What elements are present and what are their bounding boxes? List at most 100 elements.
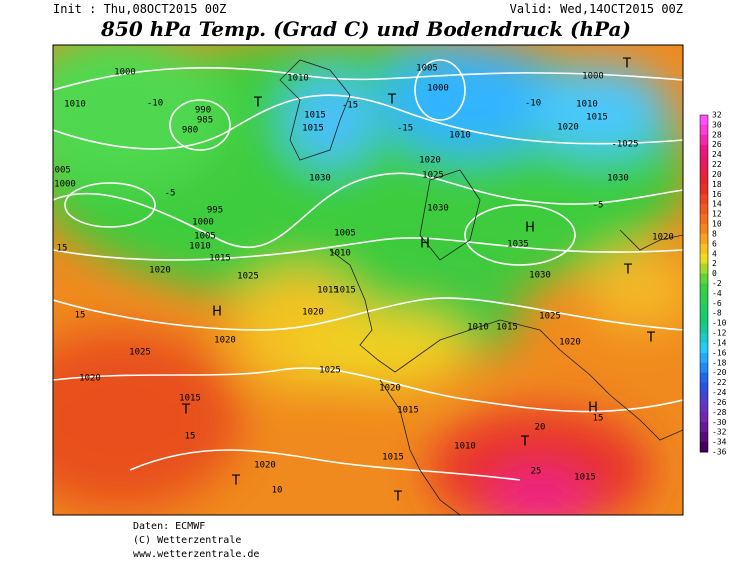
contour-label: 1025: [539, 312, 561, 322]
colorbar-swatch: [700, 144, 708, 156]
colorbar-label: -4: [712, 289, 722, 298]
colorbar-label: 10: [712, 220, 722, 229]
contour-label: 1000: [114, 68, 136, 78]
contour-label: 1015: [382, 453, 404, 463]
colorbar-swatch: [700, 333, 708, 344]
colorbar-swatch: [700, 382, 708, 394]
contour-label: 1020: [652, 233, 674, 243]
colorbar-swatch: [700, 194, 708, 205]
colorbar-label: -6: [712, 299, 722, 308]
colorbar-label: -22: [712, 378, 727, 387]
colorbar-swatch: [700, 115, 708, 126]
contour-label: 1035: [507, 240, 529, 250]
colorbar-label: 4: [712, 249, 717, 258]
contour-label: -10: [147, 99, 163, 109]
colorbar-label: -12: [712, 329, 727, 338]
colorbar: 32302826242220181614121086420-2-4-6-8-10…: [699, 111, 727, 457]
colorbar-label: -2: [712, 279, 722, 288]
colorbar-frame: [699, 114, 709, 453]
footer-line: (C) Wetterzentrale: [133, 535, 241, 546]
contour-label: 1010: [467, 323, 489, 333]
contour-label: -1025: [611, 140, 638, 150]
contour-label: 985: [197, 116, 213, 126]
colorbar-swatch: [700, 392, 708, 403]
contour-label: 1010: [64, 100, 86, 110]
contour-label: 1015: [302, 124, 324, 134]
colorbar-label: -34: [712, 438, 727, 447]
colorbar-swatch: [700, 323, 708, 334]
contour-label: 1000: [582, 72, 604, 82]
colorbar-swatch: [700, 303, 708, 314]
contour-label: 1025: [422, 171, 444, 181]
contour-label: 1020: [557, 123, 579, 133]
colorbar-label: 14: [712, 200, 722, 209]
contour-label: 1005: [334, 229, 356, 239]
colorbar-label: 2: [712, 259, 717, 268]
colorbar-swatch: [700, 293, 708, 304]
contour-label: 1030: [607, 174, 629, 184]
contour-label: 1030: [427, 204, 449, 214]
contour-label: 995: [207, 206, 223, 216]
colorbar-label: 6: [712, 239, 717, 248]
colorbar-label: 16: [712, 190, 722, 199]
colorbar-swatch: [700, 164, 708, 175]
pressure-center: H: [420, 237, 430, 252]
pressure-center: T: [387, 93, 396, 108]
pressure-center: H: [525, 221, 535, 236]
colorbar-swatch: [700, 313, 708, 324]
contour-label: -15: [342, 101, 358, 111]
contour-label: -10: [525, 99, 541, 109]
contour-label: 1020: [214, 336, 236, 346]
contour-label: 1015: [317, 286, 339, 296]
colorbar-label: -30: [712, 418, 727, 427]
colorbar-label: 8: [712, 229, 717, 238]
contour-label: 15: [75, 311, 86, 321]
pressure-center: T: [622, 57, 631, 72]
colorbar-swatch: [700, 124, 708, 136]
contour-label: 1020: [419, 156, 441, 166]
colorbar-swatch: [700, 243, 708, 255]
contour-label: 990: [195, 106, 211, 116]
colorbar-swatch: [700, 204, 708, 215]
contour-label: 15: [185, 432, 196, 442]
colorbar-swatch: [700, 402, 708, 413]
pressure-center: T: [646, 331, 655, 346]
colorbar-label: -36: [712, 448, 727, 457]
contour-label: 1010: [329, 249, 351, 259]
colorbar-swatch: [700, 233, 708, 245]
colorbar-label: -32: [712, 428, 727, 437]
contour-label: 980: [182, 126, 198, 136]
colorbar-swatch: [700, 273, 708, 284]
contour-label: 1010: [189, 242, 211, 252]
contour-label: 1020: [302, 308, 324, 318]
contour-label: 1005: [194, 232, 216, 242]
init-label: Init : Thu,08OCT2015 00Z: [53, 2, 226, 16]
pressure-center: T: [181, 403, 190, 418]
footer-line: Daten: ECMWF: [133, 521, 205, 532]
contour-label: 1010: [454, 442, 476, 452]
colorbar-label: 28: [712, 130, 722, 139]
contour-label: 1000: [192, 218, 214, 228]
pressure-center: H: [212, 305, 222, 320]
contour-label: 1015: [586, 113, 608, 123]
map-frame: [52, 44, 684, 516]
contour-label: 25: [531, 467, 542, 477]
contour-label: 1030: [309, 174, 331, 184]
colorbar-label: 26: [712, 140, 722, 149]
colorbar-label: 30: [712, 120, 722, 129]
colorbar-label: -24: [712, 388, 727, 397]
contour-label: -5: [165, 189, 176, 199]
contour-label: 1020: [79, 374, 101, 384]
contour-label: 1015: [397, 406, 419, 416]
colorbar-swatch: [700, 134, 708, 146]
pressure-center: T: [623, 263, 632, 278]
colorbar-label: 12: [712, 210, 722, 219]
colorbar-label: 18: [712, 180, 722, 189]
colorbar-swatch: [700, 263, 708, 275]
colorbar-swatch: [700, 174, 708, 185]
colorbar-swatch: [700, 253, 708, 265]
contour-label: 10: [272, 486, 283, 496]
contour-label: 15: [593, 414, 604, 424]
contour-label: 1000: [427, 84, 449, 94]
